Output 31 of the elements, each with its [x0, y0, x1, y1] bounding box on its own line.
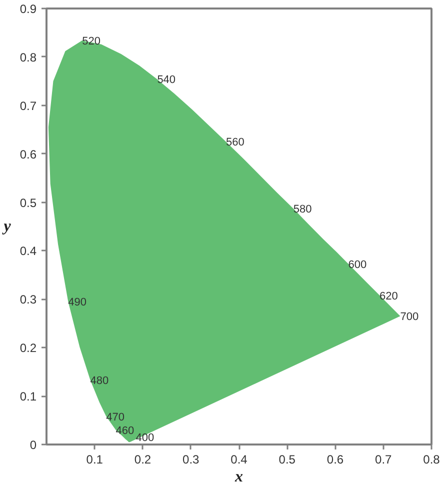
x-tick-label: 0.8: [423, 452, 440, 466]
annotation: 400: [136, 432, 154, 444]
y-tick-label: 0.6: [20, 147, 37, 162]
annotation: 540: [157, 74, 176, 86]
x-tick-label: 0.6: [326, 452, 344, 466]
x-tick-label: 0.4: [230, 452, 248, 466]
y-tick-label: 0.1: [20, 390, 37, 404]
annotation: 600: [348, 258, 367, 271]
annotation: 470: [106, 411, 125, 424]
annotation: 560: [226, 136, 244, 149]
y-tick-label: 0.3: [20, 292, 37, 307]
annotation: 490: [68, 296, 87, 309]
y-tick-label: 0.2: [20, 341, 37, 356]
x-tick-label: 0.5: [278, 452, 296, 466]
y-tick-label: 0.9: [20, 2, 37, 16]
annotation: 620: [380, 290, 398, 302]
annotation: 580: [293, 204, 312, 216]
annotation: 460: [116, 424, 134, 437]
x-tick-label: 0.7: [375, 452, 392, 466]
annotation: 700: [400, 311, 419, 324]
y-axis-title: y: [2, 218, 12, 235]
y-tick-label: 0.8: [20, 50, 37, 64]
y-tick-label: 0: [30, 438, 37, 452]
y-tick-label: 0.4: [20, 244, 37, 258]
y-tick-label: 0.5: [20, 196, 37, 210]
x-axis-title: x: [234, 468, 243, 486]
annotation: 480: [90, 375, 109, 388]
y-tick-label: 0.7: [20, 98, 37, 113]
x-tick-label: 0.1: [86, 452, 104, 466]
x-tick-label: 0.3: [182, 452, 200, 466]
x-tick-label: 0.2: [134, 452, 152, 466]
